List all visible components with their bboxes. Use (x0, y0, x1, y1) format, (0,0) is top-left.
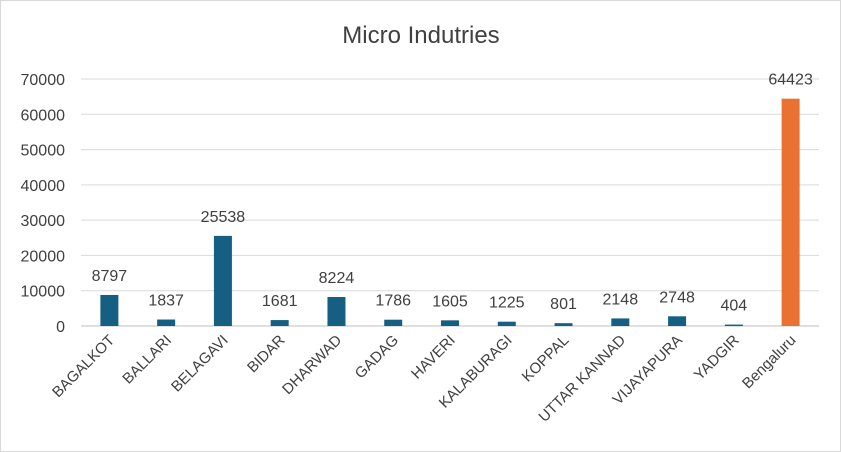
bar (157, 319, 176, 326)
y-tick-label: 10000 (21, 284, 66, 301)
category-label: BALLARI (119, 332, 175, 388)
bar (724, 324, 743, 326)
category-label: GADAG (352, 332, 402, 382)
data-label: 2148 (603, 291, 639, 308)
data-label: 64423 (768, 72, 813, 89)
data-label: 1786 (375, 293, 411, 310)
category-label: DHARWAD (279, 332, 345, 398)
y-tick-label: 70000 (21, 72, 66, 89)
bar (781, 98, 800, 327)
bar (441, 320, 459, 326)
y-tick-label: 30000 (21, 213, 66, 230)
y-tick-label: 40000 (21, 178, 66, 195)
data-label: 1681 (262, 293, 298, 310)
bar (497, 321, 516, 326)
bar (270, 320, 289, 326)
data-label: 801 (550, 296, 577, 313)
category-label: BAGALKOT (49, 332, 118, 401)
bar (213, 235, 232, 326)
category-label: KOPPAL (519, 332, 573, 386)
y-tick-label: 50000 (21, 143, 66, 160)
y-axis-ticks: 0 10000 20000 30000 40000 50000 60000 70000 (21, 72, 66, 336)
y-tick-label: 60000 (21, 107, 66, 124)
data-label: 1605 (432, 293, 468, 310)
data-label: 25538 (201, 209, 246, 226)
gridlines (81, 78, 819, 327)
data-label: 8224 (319, 270, 355, 287)
bar (384, 319, 403, 326)
y-tick-label: 0 (56, 319, 65, 336)
bars (100, 98, 800, 327)
chart-title: Micro Indutries (342, 22, 499, 49)
category-label: BIDAR (244, 332, 289, 377)
bar (100, 294, 119, 326)
y-tick-label: 20000 (21, 248, 66, 265)
category-label: BELAGAVI (168, 332, 232, 396)
category-label: Bengaluru (739, 332, 799, 392)
bar (554, 323, 573, 326)
data-label: 404 (720, 298, 747, 315)
data-label: 1837 (148, 293, 184, 310)
data-labels: 8797 1837 25538 1681 8224 1786 1605 1225 801 2148… (92, 72, 813, 315)
data-label: 2748 (659, 289, 695, 306)
bar (668, 316, 687, 326)
data-label: 1225 (489, 295, 525, 312)
bar (611, 318, 630, 326)
category-label: HAVERI (408, 332, 459, 383)
category-label: YADGIR (691, 332, 743, 384)
data-label: 8797 (92, 268, 128, 285)
bar (327, 296, 346, 326)
